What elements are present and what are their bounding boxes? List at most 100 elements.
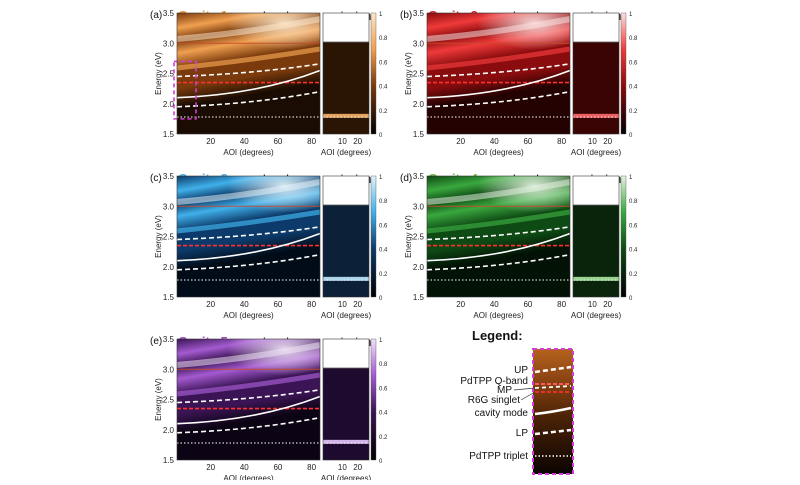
- legend-mp-line: [534, 385, 572, 389]
- panel-2: (b)Cavity 2absorbanceemission3.53.02.52.…: [400, 8, 638, 157]
- legend-title: Legend:: [472, 328, 523, 343]
- x-tick-label: 60: [273, 300, 282, 309]
- colorbar-tick-label: 1: [629, 175, 633, 181]
- colorbar-tick-label: 0: [379, 133, 383, 139]
- cavity-mode-line: [176, 232, 321, 262]
- emission-peak: [573, 276, 619, 281]
- lp-line: [426, 253, 571, 271]
- up-line: [176, 63, 321, 78]
- colorbar-tick-label: 0.6: [629, 223, 638, 229]
- legend-label-qband: PdTPP Q-band: [460, 376, 528, 387]
- legend-label-up: UP: [514, 365, 528, 376]
- y-tick-label: 3.0: [163, 39, 175, 48]
- legend-label-cavity: cavity mode: [475, 408, 529, 419]
- y-tick-label: 2.0: [413, 263, 425, 272]
- x-tick-label: 60: [523, 137, 532, 146]
- x-tick-label: 40: [240, 463, 249, 472]
- em-x-tick-label: 20: [353, 300, 362, 309]
- em-x-axis-label: AOI (degrees): [571, 311, 622, 320]
- y-tick-label: 1.5: [163, 456, 175, 465]
- upper-band: [176, 16, 321, 42]
- y-tick-label: 2.0: [163, 100, 175, 109]
- x-tick-label: 60: [273, 137, 282, 146]
- upper-band: [176, 342, 321, 368]
- emission-peak: [573, 113, 619, 118]
- y-tick-label: 2.5: [163, 396, 175, 405]
- em-x-axis-label: AOI (degrees): [321, 474, 372, 480]
- absorbance-frame: [176, 175, 321, 298]
- colorbar-tick-label: 0.2: [379, 435, 388, 441]
- absorbance-frame: [176, 12, 321, 135]
- colorbar-tick-label: 1: [379, 12, 383, 18]
- legend-label-r6g: R6G singlet: [468, 395, 520, 406]
- mid-band: [426, 46, 571, 71]
- legend-up-line: [534, 365, 572, 374]
- emission-blank: [323, 176, 369, 206]
- emission-blank: [573, 13, 619, 43]
- y-tick-label: 3.5: [413, 172, 425, 181]
- panel-3: (c)Cavity 3absorbanceemission3.53.02.52.…: [150, 171, 388, 320]
- cavity-mode-line: [176, 395, 321, 425]
- y-axis-label: Energy (eV): [404, 52, 413, 95]
- y-tick-label: 3.5: [163, 335, 175, 344]
- x-tick-label: 40: [240, 137, 249, 146]
- colorbar-tick-label: 0.8: [379, 36, 388, 42]
- colorbar-tick-label: 0: [379, 296, 383, 302]
- colorbar-tick-label: 0.2: [629, 109, 638, 115]
- colorbar-tick-label: 0: [629, 133, 633, 139]
- em-x-tick-label: 10: [338, 300, 347, 309]
- y-tick-label: 2.0: [163, 426, 175, 435]
- y-tick-label: 3.0: [413, 202, 425, 211]
- legend-pointer-r6g: [520, 391, 536, 401]
- x-tick-label: 80: [307, 463, 316, 472]
- x-axis-label: AOI (degrees): [223, 474, 274, 480]
- em-x-tick-label: 10: [588, 300, 597, 309]
- colorbar-tick-label: 0.4: [629, 85, 638, 91]
- em-x-tick-label: 20: [603, 300, 612, 309]
- x-tick-label: 20: [206, 463, 215, 472]
- y-tick-label: 2.5: [163, 233, 175, 242]
- x-axis-label: AOI (degrees): [473, 311, 524, 320]
- y-tick-label: 2.5: [163, 70, 175, 79]
- y-tick-label: 2.0: [413, 100, 425, 109]
- em-x-axis-label: AOI (degrees): [321, 148, 372, 157]
- legend-label-lp: LP: [516, 428, 529, 439]
- emission-frame: [572, 12, 620, 135]
- x-tick-label: 80: [307, 300, 316, 309]
- colorbar-tick-label: 1: [629, 12, 633, 18]
- y-axis-label: Energy (eV): [154, 52, 163, 95]
- legend-label-triplet: PdTPP triplet: [469, 451, 528, 462]
- x-tick-label: 20: [206, 137, 215, 146]
- emission-blank: [573, 176, 619, 206]
- lp-line: [176, 253, 321, 271]
- mid-band: [426, 209, 571, 234]
- colorbar-tick-label: 0.6: [379, 386, 388, 392]
- up-line: [176, 389, 321, 404]
- legend-cavity-line: [534, 406, 572, 416]
- colorbar-tick-label: 0.8: [379, 199, 388, 205]
- y-tick-label: 3.0: [413, 39, 425, 48]
- y-tick-label: 3.5: [163, 172, 175, 181]
- x-axis-label: AOI (degrees): [223, 311, 274, 320]
- colorbar-tick-label: 0.4: [379, 85, 388, 91]
- x-tick-label: 20: [456, 137, 465, 146]
- colorbar-tick-label: 0.4: [379, 411, 388, 417]
- colorbar-tick-label: 0: [629, 296, 633, 302]
- emission-peak: [323, 439, 369, 444]
- emission-blank: [323, 13, 369, 43]
- up-line: [426, 63, 571, 78]
- y-tick-label: 1.5: [163, 293, 175, 302]
- emission-frame: [572, 175, 620, 298]
- lp-line: [176, 416, 321, 434]
- legend: Legend: UP PdTPP Q-band MP R6G singlet c…: [460, 328, 574, 475]
- colorbar: [370, 175, 377, 298]
- colorbar-tick-label: 1: [379, 175, 383, 181]
- y-axis-label: Energy (eV): [154, 215, 163, 258]
- colorbar-tick-label: 0: [379, 459, 383, 465]
- y-tick-label: 1.5: [413, 293, 425, 302]
- panel-letter: (e): [150, 336, 162, 347]
- panel-4: (d)Cavity 4absorbanceemission3.53.02.52.…: [400, 171, 638, 320]
- emission-peak: [323, 113, 369, 118]
- y-tick-label: 1.5: [163, 130, 175, 139]
